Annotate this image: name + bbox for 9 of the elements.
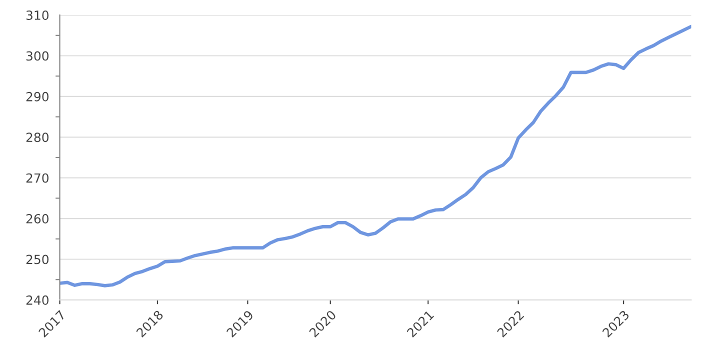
y-tick-label: 280	[26, 132, 49, 142]
y-tick-label: 300	[26, 51, 49, 61]
y-tick-label: 240	[26, 295, 49, 305]
line-series	[60, 24, 692, 288]
y-tick-label: 260	[26, 214, 49, 224]
y-tick-label: 250	[26, 254, 49, 264]
y-tick-label: 270	[26, 173, 49, 183]
y-tick-label: 310	[26, 10, 49, 20]
y-tick-label: 290	[26, 92, 49, 102]
